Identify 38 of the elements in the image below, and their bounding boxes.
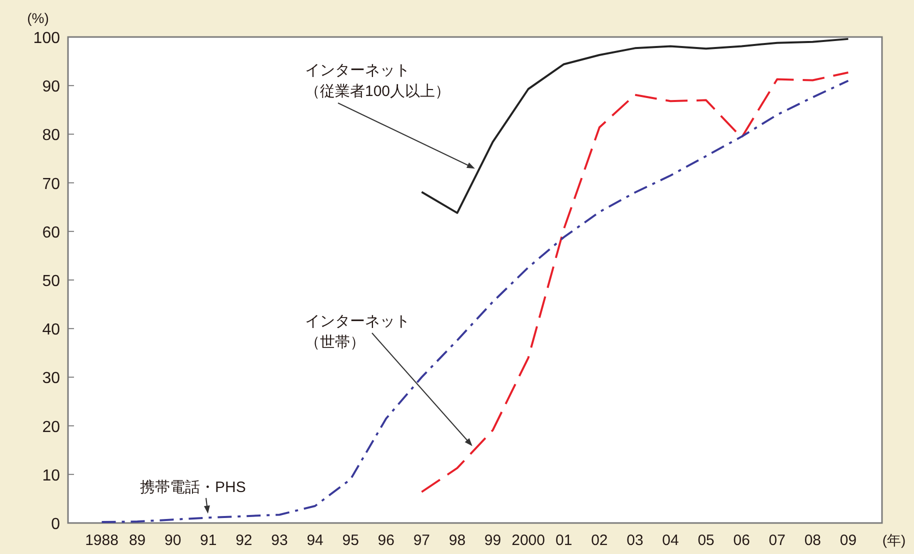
y-tick-label: 0	[51, 516, 60, 533]
y-tick-label: 50	[42, 273, 60, 290]
x-tick-label: 89	[128, 532, 146, 549]
y-tick-label: 60	[42, 224, 60, 242]
x-tick-label: 90	[164, 532, 182, 549]
y-tick-label: 20	[42, 418, 60, 436]
x-tick-label: 91	[200, 532, 217, 549]
y-tick-label: 30	[42, 370, 60, 388]
y-tick-label: 40	[42, 322, 60, 339]
x-tick-label: 05	[698, 532, 714, 549]
x-tick-label: 09	[840, 532, 857, 549]
x-tick-label: 92	[236, 532, 252, 549]
x-tick-label: 95	[342, 532, 359, 549]
y-tick-label: 90	[42, 78, 60, 96]
x-tick-label: 99	[484, 532, 502, 549]
x-tick-label: 03	[626, 532, 644, 549]
x-tick-label: 1988	[85, 532, 118, 549]
y-tick-label: 70	[42, 176, 60, 193]
x-tick-label: 97	[413, 532, 430, 549]
x-tick-label: 01	[556, 532, 572, 549]
x-tick-label: 96	[378, 532, 394, 549]
x-tick-label: 94	[306, 532, 324, 549]
x-tick-label: 93	[271, 532, 288, 549]
y-tick-label: 80	[42, 127, 60, 144]
x-tick-label: 07	[768, 532, 786, 549]
x-tick-label: 02	[591, 532, 608, 549]
x-tick-label: 06	[733, 532, 750, 549]
y-tick-label: 100	[33, 30, 60, 47]
x-tick-label: 04	[662, 532, 679, 549]
text: インターネット（世帯）	[305, 313, 410, 351]
text: インターネット（従業者100人以上）	[305, 62, 450, 100]
x-axis-title: (年)	[882, 532, 906, 548]
y-tick-label: 10	[42, 467, 60, 484]
y-axis-title: (%)	[27, 10, 49, 26]
series-label: 携帯電話・PHS	[140, 479, 246, 496]
x-tick-label: 2000	[512, 532, 546, 549]
x-tick-label: 08	[804, 532, 822, 549]
x-tick-label: 98	[448, 532, 466, 549]
